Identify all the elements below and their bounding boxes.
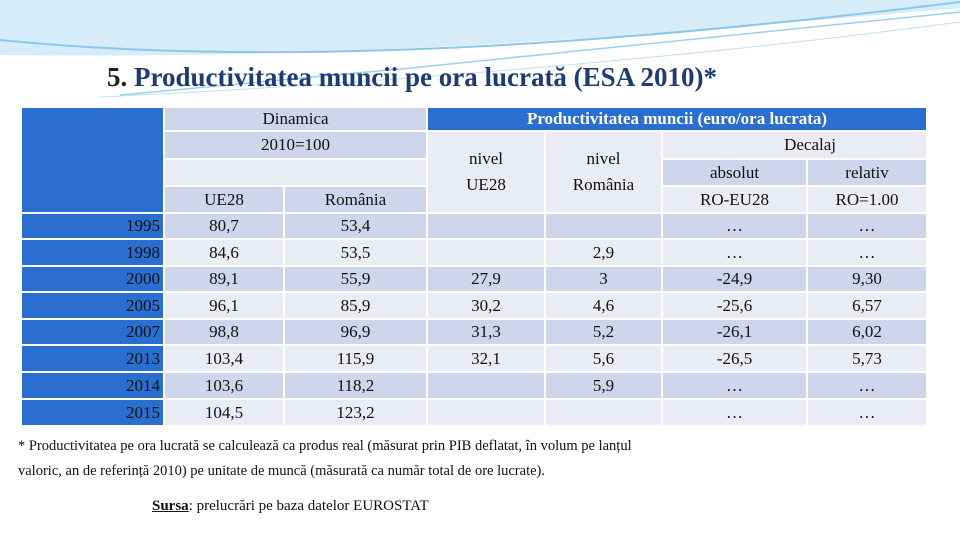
title-number: 5. <box>107 62 128 92</box>
year-cell: 1998 <box>22 240 165 267</box>
header-text: nivel <box>586 149 621 168</box>
data-cell: … <box>808 400 928 427</box>
header-cell: absolut <box>663 160 808 187</box>
header-cell: Decalaj <box>663 132 928 160</box>
data-cell: 32,1 <box>428 346 546 373</box>
footnote-line: valoric, an de referință 2010) pe unitat… <box>18 463 545 479</box>
swoosh-line <box>0 1 960 54</box>
data-cell: -26,5 <box>663 346 808 373</box>
data-cell: 27,9 <box>428 267 546 293</box>
year-cell: 2015 <box>22 400 165 427</box>
data-cell <box>546 400 663 427</box>
source-text: : prelucrări pe baza datelor EUROSTAT <box>188 498 429 514</box>
data-cell: 84,6 <box>165 240 285 267</box>
data-cell: 115,9 <box>285 346 428 373</box>
data-cell: … <box>808 214 928 240</box>
data-cell: 104,5 <box>165 400 285 427</box>
year-cell: 2013 <box>22 346 165 373</box>
header-cell: RO-EU28 <box>663 187 808 214</box>
data-cell: 55,9 <box>285 267 428 293</box>
source: Sursa: prelucrări pe baza datelor EUROST… <box>152 498 429 515</box>
header-text: UE28 <box>466 175 506 194</box>
header-cell: UE28 <box>165 187 285 214</box>
year-cell: 2000 <box>22 267 165 293</box>
year-cell: 1995 <box>22 214 165 240</box>
data-cell <box>428 214 546 240</box>
data-cell: 96,1 <box>165 293 285 320</box>
data-cell: … <box>663 214 808 240</box>
header-cell: 2010=100 <box>165 132 428 160</box>
header-cell: nivel România <box>546 132 663 214</box>
data-cell: 6,02 <box>808 320 928 346</box>
swoosh <box>0 0 960 56</box>
header-cell: România <box>285 187 428 214</box>
footnote: * Productivitatea pe ora lucrată se calc… <box>18 434 632 484</box>
data-cell: 103,4 <box>165 346 285 373</box>
header-text: nivel <box>469 149 503 168</box>
header-text: România <box>572 175 635 194</box>
data-cell: 5,6 <box>546 346 663 373</box>
data-cell: … <box>663 373 808 400</box>
data-cell <box>428 240 546 267</box>
data-cell: 4,6 <box>546 293 663 320</box>
data-cell: 53,4 <box>285 214 428 240</box>
title: 5. Productivitatea muncii pe ora lucrată… <box>107 62 717 93</box>
data-cell: 2,9 <box>546 240 663 267</box>
data-cell: 80,7 <box>165 214 285 240</box>
header-corner <box>22 108 165 214</box>
data-cell: … <box>808 373 928 400</box>
data-cell: … <box>808 240 928 267</box>
source-label: Sursa <box>152 498 189 514</box>
header-cell: Dinamica <box>165 108 428 132</box>
data-cell: 98,8 <box>165 320 285 346</box>
data-cell: -25,6 <box>663 293 808 320</box>
data-cell: 123,2 <box>285 400 428 427</box>
data-cell: 5,9 <box>546 373 663 400</box>
year-cell: 2005 <box>22 293 165 320</box>
title-text: Productivitatea muncii pe ora lucrată (E… <box>134 62 717 92</box>
data-cell <box>428 400 546 427</box>
data-cell: 31,3 <box>428 320 546 346</box>
data-cell <box>428 373 546 400</box>
data-cell <box>546 214 663 240</box>
data-cell: -24,9 <box>663 267 808 293</box>
year-cell: 2007 <box>22 320 165 346</box>
data-cell: … <box>663 400 808 427</box>
header-cell <box>165 160 428 187</box>
data-cell: 30,2 <box>428 293 546 320</box>
data-cell: 118,2 <box>285 373 428 400</box>
decoration <box>0 0 960 98</box>
header-cell: RO=1.00 <box>808 187 928 214</box>
footnote-line: * Productivitatea pe ora lucrată se calc… <box>18 438 632 454</box>
data-cell: 5,73 <box>808 346 928 373</box>
data-cell: … <box>663 240 808 267</box>
year-cell: 2014 <box>22 373 165 400</box>
data-cell: 85,9 <box>285 293 428 320</box>
data-cell: 89,1 <box>165 267 285 293</box>
header-cell: relativ <box>808 160 928 187</box>
data-cell: -26,1 <box>663 320 808 346</box>
header-cell: nivel UE28 <box>428 132 546 214</box>
data-cell: 5,2 <box>546 320 663 346</box>
data-cell: 6,57 <box>808 293 928 320</box>
swoosh-line <box>99 21 960 98</box>
swoosh-line <box>119 11 960 96</box>
header-cell: Productivitatea muncii (euro/ora lucrata… <box>428 108 928 132</box>
data-cell: 96,9 <box>285 320 428 346</box>
data-cell: 103,6 <box>165 373 285 400</box>
data-cell: 9,30 <box>808 267 928 293</box>
data-cell: 53,5 <box>285 240 428 267</box>
data-cell: 3 <box>546 267 663 293</box>
